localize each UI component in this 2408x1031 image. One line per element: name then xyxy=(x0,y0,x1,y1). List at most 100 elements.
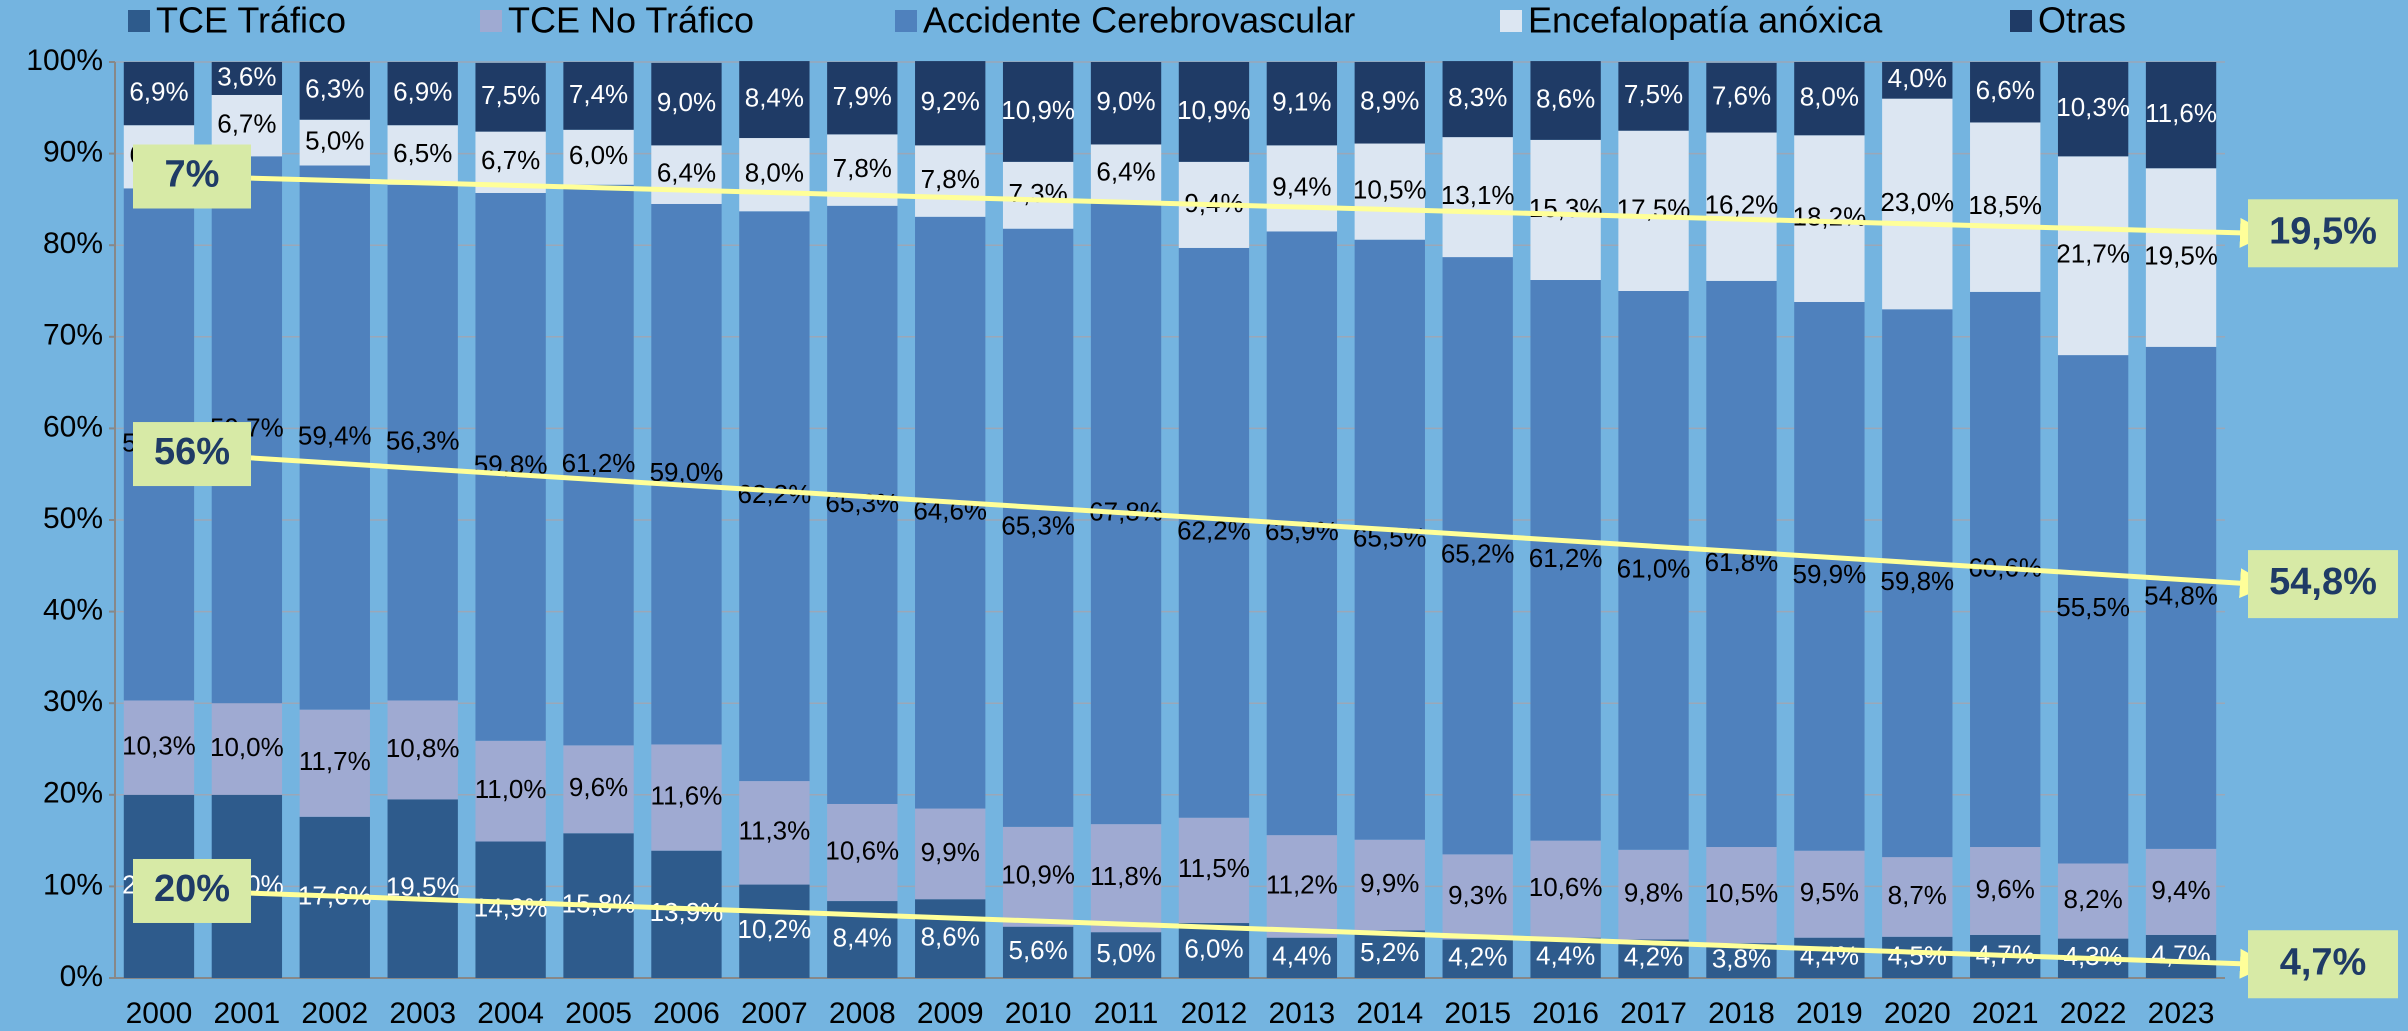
value-label: 65,2% xyxy=(1441,539,1515,569)
bar-segment xyxy=(651,850,722,978)
bar-segment xyxy=(1530,840,1601,938)
annotation-box xyxy=(2248,550,2398,619)
value-label: 6,6% xyxy=(1976,75,2035,105)
bar-segment xyxy=(739,138,810,212)
bar-segment xyxy=(2145,168,2217,347)
bar-segment xyxy=(1442,257,1513,855)
bar-segment xyxy=(2057,355,2129,864)
value-label: 10,8% xyxy=(386,733,460,763)
value-label: 9,5% xyxy=(1800,877,1859,907)
bar-segment xyxy=(1618,849,1689,940)
value-label: 5,0% xyxy=(1096,938,1155,968)
x-tick-label: 2007 xyxy=(741,997,808,1030)
bar-segment xyxy=(1090,824,1162,933)
annotation-start: 20% xyxy=(154,868,230,910)
value-label: 11,0% xyxy=(475,774,547,804)
value-label: 6,9% xyxy=(129,76,188,106)
bar-segment xyxy=(2145,848,2217,935)
value-label: 10,5% xyxy=(1353,174,1427,204)
bar-segment xyxy=(2145,934,2217,978)
x-tick-label: 2020 xyxy=(1884,997,1951,1030)
y-tick-label: 20% xyxy=(43,777,103,810)
legend-label: Accidente Cerebrovascular xyxy=(923,0,1355,41)
x-tick-label: 2003 xyxy=(389,997,456,1030)
value-label: 16,2% xyxy=(1705,190,1779,220)
value-label: 9,9% xyxy=(1360,868,1419,898)
value-label: 5,6% xyxy=(1008,935,1067,965)
value-label: 8,2% xyxy=(2063,884,2122,914)
bar-segment xyxy=(1266,937,1338,978)
value-label: 9,6% xyxy=(569,772,628,802)
annotation-end: 54,8% xyxy=(2269,561,2377,603)
bar-segment xyxy=(1442,137,1513,258)
bar-segment xyxy=(1970,62,2041,123)
bar-segment xyxy=(211,703,283,795)
bar-segment xyxy=(475,841,546,978)
bar-segment xyxy=(1882,936,1953,978)
value-label: 7,6% xyxy=(1712,81,1771,111)
value-label: 4,4% xyxy=(1272,941,1331,971)
value-label: 4,2% xyxy=(1624,942,1683,972)
x-tick-label: 2010 xyxy=(1005,997,1072,1030)
value-label: 13,1% xyxy=(1441,180,1515,210)
value-label: 10,3% xyxy=(2056,92,2130,122)
value-label: 55,5% xyxy=(2056,592,2130,622)
bar-segment xyxy=(1178,247,1250,818)
x-tick-label: 2012 xyxy=(1181,997,1248,1030)
value-label: 56,3% xyxy=(386,425,460,455)
bar-segment xyxy=(1002,161,1074,229)
value-label: 61,2% xyxy=(1529,543,1603,573)
value-label: 9,0% xyxy=(1096,86,1155,116)
y-tick-label: 80% xyxy=(43,227,103,260)
value-label: 7,9% xyxy=(833,81,892,111)
value-label: 9,0% xyxy=(657,87,716,117)
bar-segment xyxy=(1354,839,1425,931)
annotation-box xyxy=(133,422,251,487)
value-label: 4,2% xyxy=(1448,942,1507,972)
bar-segment xyxy=(1882,857,1953,937)
bar-segment xyxy=(1002,62,1074,162)
bar-segment xyxy=(299,709,370,817)
value-label: 9,1% xyxy=(1272,87,1331,117)
value-label: 23,0% xyxy=(1880,187,1954,217)
bar-segment xyxy=(1178,923,1250,978)
value-label: 11,6% xyxy=(651,780,723,810)
x-tick-label: 2013 xyxy=(1269,997,1336,1030)
legend-label: TCE Tráfico xyxy=(156,0,346,41)
y-tick-label: 60% xyxy=(43,410,103,443)
value-label: 6,7% xyxy=(481,145,540,175)
trend-line xyxy=(189,451,2270,599)
y-tick-label: 30% xyxy=(43,685,103,718)
y-tick-label: 0% xyxy=(60,960,103,993)
value-label: 59,8% xyxy=(1880,566,1954,596)
legend-label: Otras xyxy=(2038,0,2126,41)
x-tick-label: 2002 xyxy=(301,997,368,1030)
bar-segment xyxy=(387,700,458,800)
bar-segment xyxy=(915,145,986,217)
value-label: 7,3% xyxy=(1008,178,1067,208)
annotation-start: 7% xyxy=(165,154,220,196)
y-tick-label: 70% xyxy=(43,319,103,352)
value-label: 61,0% xyxy=(1617,553,1691,583)
value-label: 8,7% xyxy=(1888,880,1947,910)
value-label: 4,4% xyxy=(1536,941,1595,971)
bar-segment xyxy=(299,62,370,120)
value-label: 10,6% xyxy=(825,835,899,865)
bar-segment xyxy=(387,184,458,701)
value-label: 18,5% xyxy=(1968,190,2042,220)
legend-swatch xyxy=(480,10,502,32)
bar-segment xyxy=(1090,932,1162,978)
value-label: 21,7% xyxy=(2056,239,2130,269)
bar-segment xyxy=(1002,228,1074,827)
value-label: 61,2% xyxy=(562,448,636,478)
bar-segment xyxy=(1266,835,1338,938)
bar-segment xyxy=(739,61,810,139)
bar-segment xyxy=(739,884,810,978)
bar-segment xyxy=(1794,62,1865,136)
value-label: 8,0% xyxy=(745,158,804,188)
value-label: 8,0% xyxy=(1800,82,1859,112)
value-label: 6,4% xyxy=(657,158,716,188)
value-label: 10,9% xyxy=(1001,860,1075,890)
value-label: 4,0% xyxy=(1888,63,1947,93)
legend-swatch xyxy=(1500,10,1522,32)
